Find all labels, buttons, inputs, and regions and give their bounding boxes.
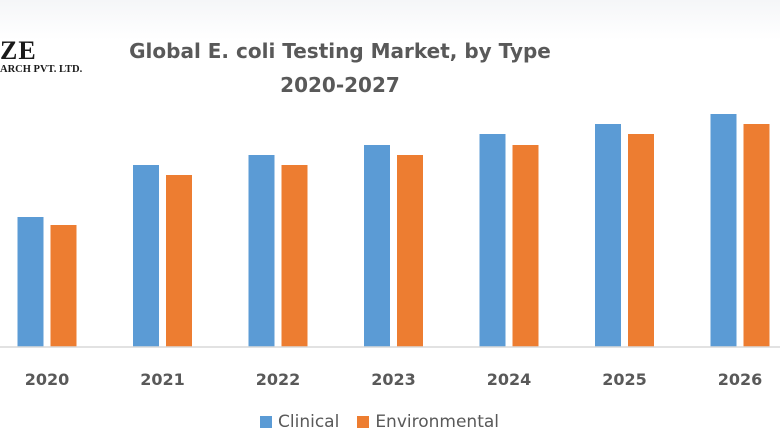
x-tick-2020: 2020	[25, 370, 70, 389]
bar-clinical-2020	[17, 217, 44, 347]
bar-environmental-2025	[628, 134, 654, 347]
bar-clinical-2021	[133, 165, 159, 347]
chart-title-line2: 2020-2027	[280, 73, 400, 97]
legend-swatch-environmental	[357, 416, 370, 428]
bar-environmental-2026	[743, 124, 770, 347]
x-tick-2026: 2026	[718, 370, 763, 389]
legend-label-clinical: Clinical	[278, 412, 340, 432]
chart-title: Global E. coli Testing Market, by Type 2…	[100, 34, 580, 102]
legend-label-environmental: Environmental	[375, 412, 500, 432]
x-tick-2022: 2022	[256, 370, 301, 389]
bars-group	[17, 114, 770, 347]
bar-chart: 2020 2021 2022 2023 2024 2025 2026	[0, 114, 780, 389]
x-tick-2024: 2024	[487, 370, 532, 389]
bar-environmental-2024	[512, 145, 539, 347]
logo-subtext: ARCH PVT. LTD.	[0, 64, 83, 75]
x-tick-2023: 2023	[371, 370, 416, 389]
x-tick-2021: 2021	[140, 370, 185, 389]
legend-item-clinical: Clinical	[260, 412, 339, 432]
x-tick-2025: 2025	[602, 370, 647, 389]
legend-swatch-clinical	[260, 416, 272, 428]
bar-clinical-2026	[710, 114, 737, 347]
bar-environmental-2022	[281, 165, 308, 347]
legend-item-environmental: Environmental	[357, 412, 499, 432]
bar-clinical-2024	[479, 134, 506, 347]
logo-text: ZE	[0, 36, 37, 65]
bar-clinical-2022	[248, 155, 275, 347]
header-watermark	[0, 0, 780, 40]
legend: Clinical Environmental	[260, 410, 517, 434]
bar-environmental-2020	[50, 225, 77, 347]
bar-clinical-2023	[364, 145, 390, 347]
company-logo: ZE ARCH PVT. LTD.	[0, 38, 90, 76]
x-tick-labels: 2020 2021 2022 2023 2024 2025 2026	[25, 370, 763, 389]
chart-title-line1: Global E. coli Testing Market, by Type	[129, 39, 551, 63]
bar-environmental-2023	[397, 155, 423, 347]
bar-environmental-2021	[166, 175, 192, 347]
bar-clinical-2025	[595, 124, 621, 347]
